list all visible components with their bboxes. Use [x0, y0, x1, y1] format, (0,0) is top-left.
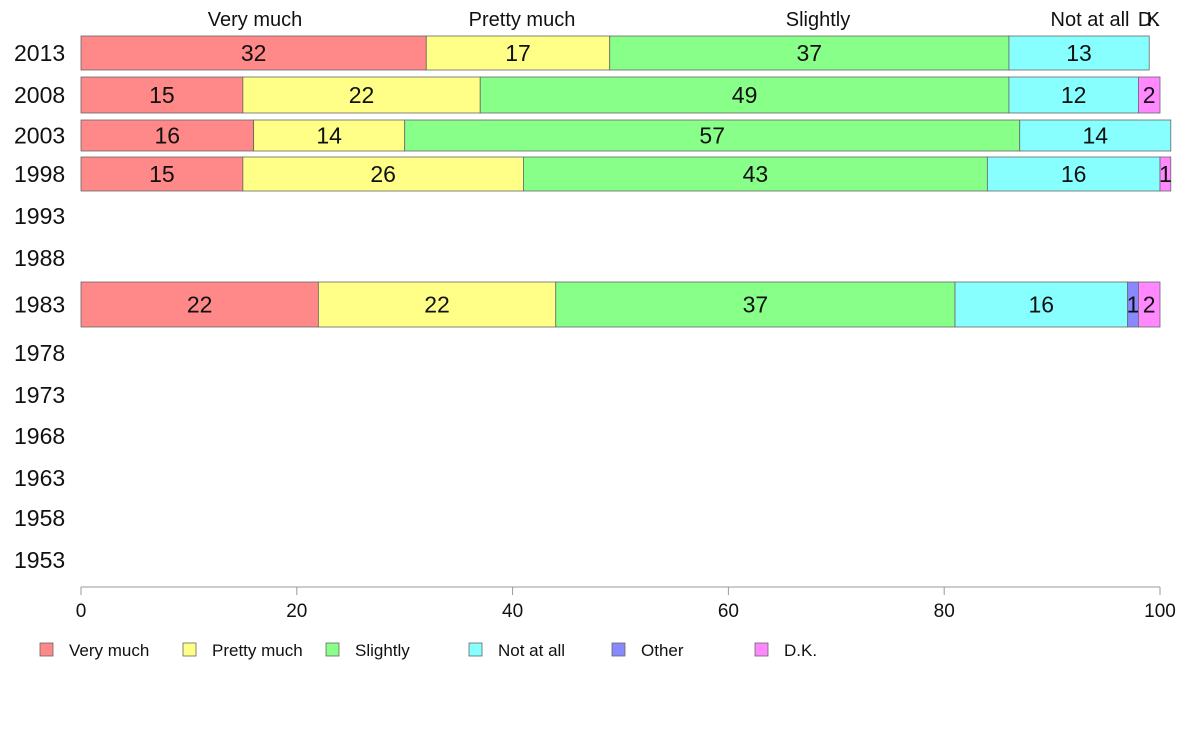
year-label-2003: 2003 — [14, 123, 65, 149]
year-label-1983: 1983 — [14, 292, 65, 318]
data-label-1983-other: 1 — [1127, 292, 1140, 318]
bar-2013-slightly — [609, 35, 1010, 71]
data-label-2013-not-at-all: 13 — [1066, 40, 1092, 66]
year-label-1998: 1998 — [14, 161, 65, 187]
data-label-1998-d-k: 1 — [1159, 161, 1172, 187]
legend-label-slightly: Slightly — [355, 641, 410, 660]
bar-2008-d-k — [1138, 76, 1161, 114]
legend-swatch-other — [611, 642, 626, 657]
x-tick-label-0: 0 — [76, 601, 87, 622]
legend-label-d-k: D.K. — [784, 641, 817, 660]
column-header-slightly: Slightly — [786, 9, 850, 31]
year-label-2013: 2013 — [14, 40, 65, 66]
data-label-1983-not-at-all: 16 — [1029, 292, 1055, 318]
data-label-1998-slightly: 43 — [743, 161, 769, 187]
bar-1998-very-much — [80, 156, 244, 192]
bar-1983-slightly — [555, 281, 956, 328]
column-headers: Very much Pretty much Slightly Not at all D.… — [208, 9, 1161, 31]
legend-label-not-at-all: Not at all — [498, 641, 565, 660]
bar-1983-d-k — [1138, 281, 1161, 328]
bar-2003-slightly — [404, 119, 1021, 152]
year-label-1988: 1988 — [14, 245, 65, 271]
bar-2008-not-at-all — [1008, 76, 1139, 114]
bar-2013-pretty-much — [425, 35, 611, 71]
bar-1983-not-at-all — [954, 281, 1129, 328]
data-label-1983-slightly: 37 — [743, 292, 769, 318]
bar-2008-pretty-much — [242, 76, 481, 114]
column-header-pretty-much: Pretty much — [469, 9, 576, 31]
data-label-2013-very-much: 32 — [241, 40, 267, 66]
bar-2013-not-at-all — [1008, 35, 1150, 71]
data-label-1998-pretty-much: 26 — [370, 161, 396, 187]
bar-2008-slightly — [479, 76, 1010, 114]
legend-swatch-pretty-much — [182, 642, 197, 657]
bar-2003-not-at-all — [1019, 119, 1172, 152]
data-label-1998-very-much: 15 — [149, 161, 175, 187]
data-label-2003-pretty-much: 14 — [316, 123, 342, 149]
legend-swatch-very-much — [39, 642, 54, 657]
x-tick-label-60: 60 — [718, 601, 739, 622]
year-label-1958: 1958 — [14, 505, 65, 531]
year-label-1978: 1978 — [14, 340, 65, 366]
bar-1998-d-k — [1159, 156, 1172, 192]
x-axis: 0 20 40 60 80 100 — [76, 586, 1176, 622]
legend: Very much Pretty much Slightly Not at all Ot… — [39, 641, 817, 660]
bar-2008-very-much — [80, 76, 244, 114]
data-label-2008-pretty-much: 22 — [349, 82, 375, 108]
bar-1998-slightly — [522, 156, 988, 192]
year-labels: 2013 2008 2003 1998 1993 1988 1983 1978 1973 1968… — [14, 40, 65, 573]
data-label-1983-d-k: 2 — [1143, 292, 1156, 318]
data-label-2008-not-at-all: 12 — [1061, 82, 1087, 108]
year-label-2008: 2008 — [14, 82, 65, 108]
bar-1983-very-much — [80, 281, 319, 328]
data-label-2003-slightly: 57 — [699, 123, 725, 149]
year-label-1973: 1973 — [14, 382, 65, 408]
year-label-1968: 1968 — [14, 423, 65, 449]
legend-label-other: Other — [641, 641, 684, 660]
legend-label-very-much: Very much — [69, 641, 149, 660]
legend-swatch-not-at-all — [468, 642, 483, 657]
x-tick-label-40: 40 — [502, 601, 523, 622]
legend-swatch-d-k — [754, 642, 769, 657]
column-header-very-much: Very much — [208, 9, 302, 31]
data-label-2008-d-k: 2 — [1143, 82, 1156, 108]
data-label-2003-very-much: 16 — [155, 123, 181, 149]
data-label-2003-not-at-all: 14 — [1082, 123, 1108, 149]
bar-1998-not-at-all — [986, 156, 1161, 192]
data-label-2013-pretty-much: 17 — [505, 40, 531, 66]
year-label-1953: 1953 — [14, 547, 65, 573]
data-label-2008-very-much: 15 — [149, 82, 175, 108]
bar-2013-very-much — [80, 35, 427, 71]
data-label-2013-slightly: 37 — [797, 40, 823, 66]
legend-swatch-slightly — [325, 642, 340, 657]
legend-label-pretty-much: Pretty much — [212, 641, 303, 660]
data-label-1998-not-at-all: 16 — [1061, 161, 1087, 187]
column-header-not-at-all: Not at all — [1051, 9, 1130, 31]
year-label-1963: 1963 — [14, 465, 65, 491]
x-tick-label-100: 100 — [1144, 601, 1176, 622]
bar-2003-very-much — [80, 119, 255, 152]
bar-1998-pretty-much — [242, 156, 524, 192]
data-label-1983-very-much: 22 — [187, 292, 213, 318]
bar-2003-pretty-much — [253, 119, 406, 152]
column-header-d-k: D.K. — [1138, 9, 1161, 31]
x-tick-label-20: 20 — [286, 601, 307, 622]
bar-1983-pretty-much — [317, 281, 557, 328]
x-tick-label-80: 80 — [934, 601, 955, 622]
year-label-1993: 1993 — [14, 203, 65, 229]
data-label-1983-pretty-much: 22 — [424, 292, 450, 318]
data-label-2008-slightly: 49 — [732, 82, 758, 108]
